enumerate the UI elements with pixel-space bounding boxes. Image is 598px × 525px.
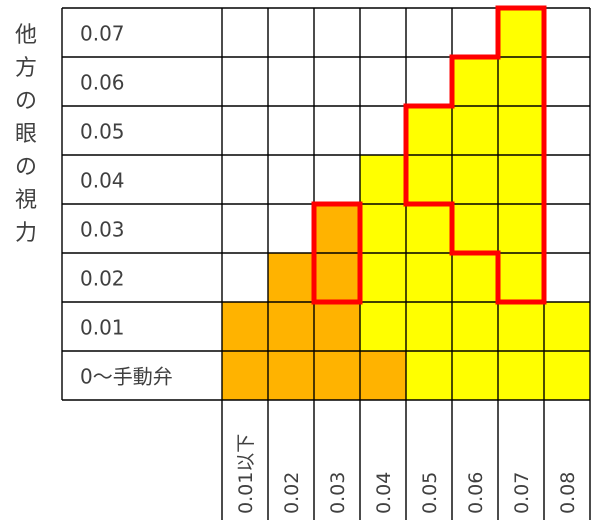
column-label: 0.05 bbox=[419, 472, 441, 514]
filled-cell bbox=[498, 302, 544, 351]
column-label: 0.07 bbox=[511, 472, 533, 514]
filled-cell bbox=[360, 155, 406, 204]
column-label: 0.04 bbox=[373, 472, 395, 514]
filled-cell bbox=[498, 351, 544, 400]
filled-cell bbox=[268, 302, 314, 351]
filled-cell bbox=[406, 106, 452, 155]
red-outlines bbox=[311, 5, 547, 305]
filled-cell bbox=[406, 351, 452, 400]
filled-cell bbox=[452, 351, 498, 400]
filled-cell bbox=[498, 155, 544, 204]
column-label: 0.08 bbox=[557, 472, 579, 514]
row-label: 0.01 bbox=[80, 316, 125, 340]
filled-cell bbox=[360, 204, 406, 253]
filled-cell bbox=[406, 253, 452, 302]
filled-cell bbox=[544, 302, 590, 351]
filled-cell bbox=[314, 253, 360, 302]
cell-fills bbox=[222, 8, 590, 400]
row-label: 0.07 bbox=[80, 22, 125, 46]
filled-cell bbox=[498, 57, 544, 106]
filled-cell bbox=[452, 253, 498, 302]
filled-cell bbox=[498, 106, 544, 155]
row-labels: 0.07 0.06 0.05 0.04 0.03 0.02 0.01 0〜手動弁 bbox=[80, 22, 173, 389]
filled-cell bbox=[406, 302, 452, 351]
row-label: 0.02 bbox=[80, 267, 125, 291]
y-axis-label: 他方の眼の視力 bbox=[15, 23, 37, 246]
column-003-outline bbox=[311, 201, 363, 305]
filled-cell bbox=[498, 253, 544, 302]
filled-cell bbox=[268, 253, 314, 302]
filled-cell bbox=[452, 155, 498, 204]
filled-cell bbox=[314, 204, 360, 253]
column-labels: 0.01以下 0.02 0.03 0.04 0.05 0.06 0.07 0.08 bbox=[235, 434, 579, 514]
filled-cell bbox=[406, 204, 452, 253]
filled-cell bbox=[498, 8, 544, 57]
y-axis-label-text: 他方の眼の視力 bbox=[15, 23, 37, 246]
filled-cell bbox=[452, 302, 498, 351]
filled-cell bbox=[360, 253, 406, 302]
filled-cell bbox=[360, 351, 406, 400]
column-label: 0.03 bbox=[327, 472, 349, 514]
column-label: 0.02 bbox=[281, 472, 303, 514]
filled-cell bbox=[452, 204, 498, 253]
filled-cell bbox=[268, 351, 314, 400]
filled-cell bbox=[222, 351, 268, 400]
filled-cell bbox=[498, 204, 544, 253]
filled-cell bbox=[314, 302, 360, 351]
staircase-outline bbox=[403, 5, 547, 305]
row-label: 0.03 bbox=[80, 218, 125, 242]
filled-cell bbox=[452, 57, 498, 106]
filled-cell bbox=[406, 155, 452, 204]
filled-cell bbox=[452, 106, 498, 155]
row-label: 0〜手動弁 bbox=[80, 365, 173, 389]
filled-cell bbox=[222, 302, 268, 351]
filled-cell bbox=[360, 302, 406, 351]
row-label: 0.05 bbox=[80, 120, 125, 144]
column-label: 0.06 bbox=[465, 472, 487, 514]
filled-cell bbox=[314, 351, 360, 400]
row-label: 0.04 bbox=[80, 169, 125, 193]
column-label: 0.01以下 bbox=[235, 434, 257, 514]
filled-cell bbox=[544, 351, 590, 400]
row-label: 0.06 bbox=[80, 71, 125, 95]
